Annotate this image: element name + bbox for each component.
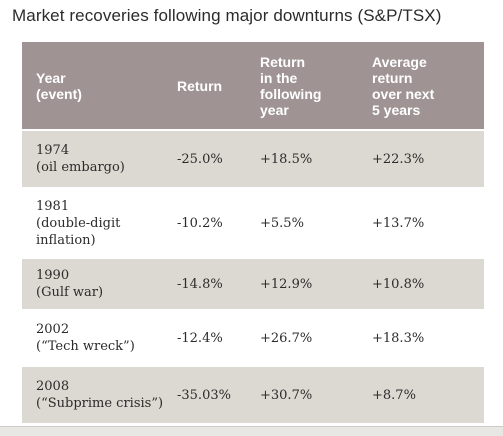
year-event-cell: 1990 (Gulf war) [36,268,104,300]
year-event-cell: 2002 (“Tech wreck”) [36,322,135,354]
year-event-cell: 1981 (double-digit inflation) [36,198,121,248]
return-cell: -14.8% [177,276,223,292]
following-year-cell: +30.7% [260,387,313,403]
header-return: Return [177,77,223,94]
table-row: 2002 (“Tech wreck”) -12.4% +26.7% +18.3% [22,311,484,367]
header-average-return-5-years: Average return over next 5 years [372,53,435,118]
recovery-table: Year (event) Return Return in the follow… [22,42,484,423]
following-year-cell: +12.9% [260,276,313,292]
table-row: 2008 (“Subprime crisis”) -35.03% +30.7% … [22,367,484,423]
table-row: 1990 (Gulf war) -14.8% +12.9% +10.8% [22,259,484,311]
bottom-edge-bar [0,426,503,436]
return-cell: -35.03% [177,387,231,403]
header-return-following-year: Return in the following year [260,53,322,118]
following-year-cell: +18.5% [260,151,313,167]
header-year-event: Year (event) [36,69,82,102]
five-year-average-cell: +10.8% [372,276,425,292]
following-year-cell: +26.7% [260,330,313,346]
return-cell: -25.0% [177,151,223,167]
five-year-average-cell: +13.7% [372,215,425,231]
table-row: 1974 (oil embargo) -25.0% +18.5% +22.3% [22,131,484,189]
table-row: 1981 (double-digit inflation) -10.2% +5.… [22,189,484,259]
return-cell: -12.4% [177,330,223,346]
five-year-average-cell: +18.3% [372,330,425,346]
year-event-cell: 1974 (oil embargo) [36,143,125,175]
table-header: Year (event) Return Return in the follow… [22,42,484,131]
following-year-cell: +5.5% [260,215,304,231]
return-cell: -10.2% [177,215,223,231]
page-title: Market recoveries following major downtu… [12,6,442,25]
five-year-average-cell: +8.7% [372,387,416,403]
year-event-cell: 2008 (“Subprime crisis”) [36,379,164,411]
five-year-average-cell: +22.3% [372,151,425,167]
